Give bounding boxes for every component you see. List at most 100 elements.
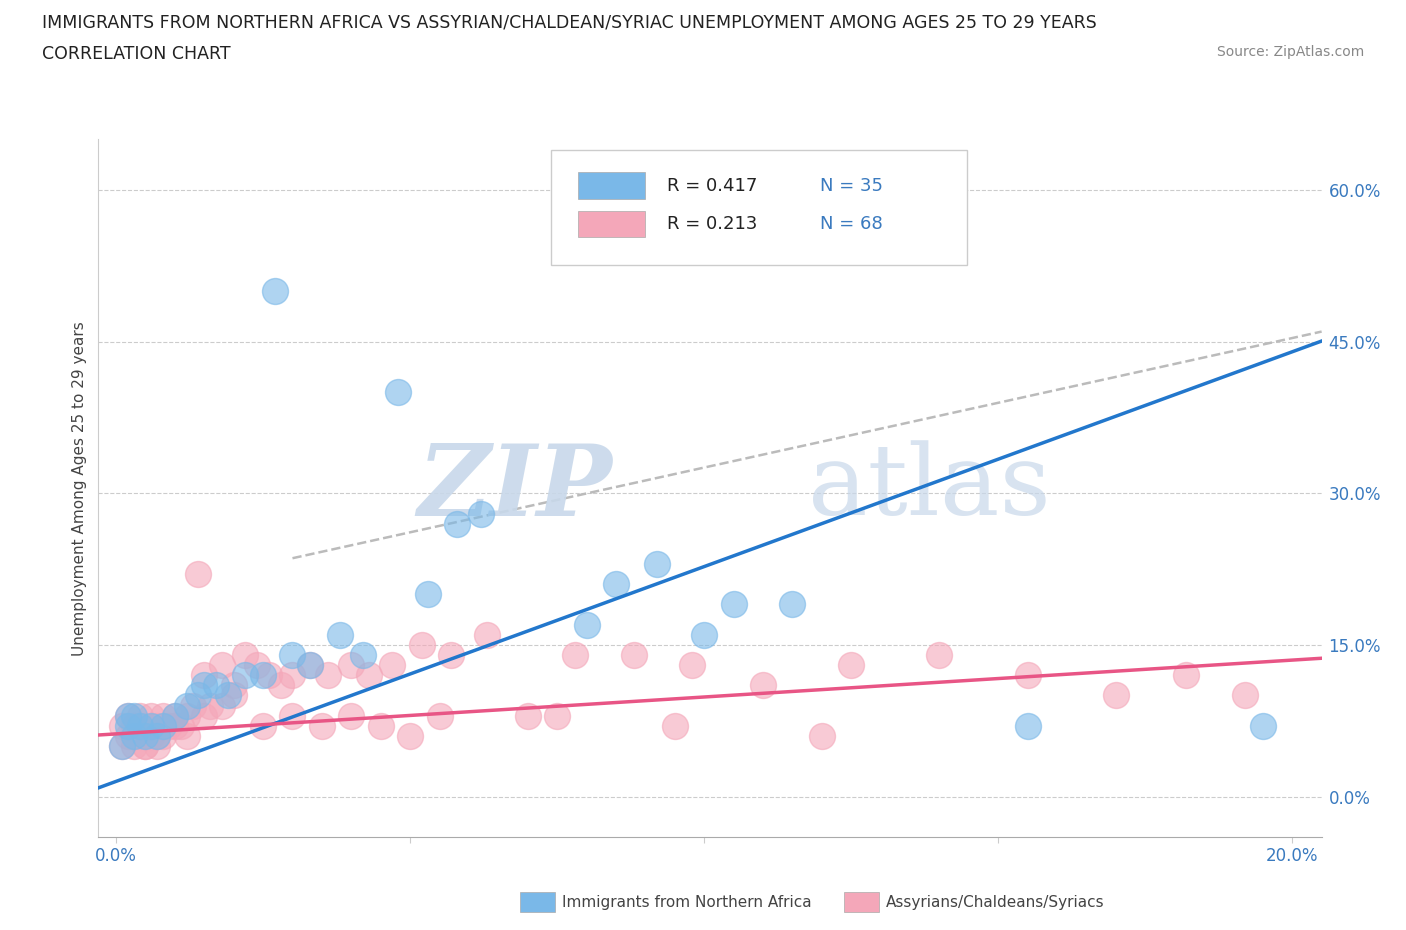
Point bbox=[470, 506, 492, 521]
Point bbox=[128, 709, 150, 724]
FancyBboxPatch shape bbox=[551, 150, 967, 265]
Point bbox=[134, 728, 156, 743]
Point bbox=[193, 668, 215, 683]
Point bbox=[246, 658, 269, 672]
Point bbox=[152, 718, 174, 733]
Point bbox=[370, 718, 392, 733]
Point bbox=[311, 718, 333, 733]
Point bbox=[752, 678, 775, 693]
Point bbox=[205, 678, 228, 693]
Point bbox=[357, 668, 380, 683]
Point bbox=[128, 718, 150, 733]
Point bbox=[193, 709, 215, 724]
Point bbox=[222, 688, 245, 703]
Y-axis label: Unemployment Among Ages 25 to 29 years: Unemployment Among Ages 25 to 29 years bbox=[72, 321, 87, 656]
Point bbox=[146, 728, 169, 743]
Point bbox=[211, 698, 233, 713]
Point bbox=[623, 647, 645, 662]
Point bbox=[1017, 668, 1039, 683]
Point bbox=[839, 658, 862, 672]
Point bbox=[1234, 688, 1257, 703]
Point bbox=[181, 698, 204, 713]
Point bbox=[681, 658, 703, 672]
Point bbox=[152, 728, 174, 743]
Point bbox=[128, 728, 150, 743]
Point bbox=[352, 647, 374, 662]
Point bbox=[446, 516, 468, 531]
Point bbox=[299, 658, 322, 672]
Point bbox=[564, 647, 586, 662]
Point bbox=[645, 557, 668, 572]
Point bbox=[222, 678, 245, 693]
Text: atlas: atlas bbox=[808, 440, 1050, 537]
Point bbox=[111, 718, 134, 733]
Point bbox=[263, 284, 285, 299]
Point bbox=[122, 738, 145, 753]
Point bbox=[516, 709, 538, 724]
Point bbox=[117, 718, 139, 733]
Point bbox=[187, 566, 209, 581]
Point bbox=[723, 597, 745, 612]
Text: Immigrants from Northern Africa: Immigrants from Northern Africa bbox=[562, 895, 813, 910]
Text: Assyrians/Chaldeans/Syriacs: Assyrians/Chaldeans/Syriacs bbox=[886, 895, 1104, 910]
Point bbox=[299, 658, 322, 672]
Point bbox=[810, 728, 832, 743]
Point bbox=[281, 668, 304, 683]
Point bbox=[281, 709, 304, 724]
Point bbox=[605, 577, 627, 591]
Point bbox=[928, 647, 950, 662]
Point bbox=[117, 728, 139, 743]
Point bbox=[117, 709, 139, 724]
Text: N = 68: N = 68 bbox=[820, 215, 883, 232]
Point bbox=[111, 738, 134, 753]
Point bbox=[117, 709, 139, 724]
Point bbox=[163, 709, 186, 724]
Point bbox=[170, 718, 193, 733]
Point bbox=[141, 709, 163, 724]
Point bbox=[163, 709, 186, 724]
Point bbox=[176, 728, 198, 743]
Point bbox=[782, 597, 804, 612]
Point bbox=[1017, 718, 1039, 733]
Point bbox=[193, 678, 215, 693]
Text: CORRELATION CHART: CORRELATION CHART bbox=[42, 45, 231, 62]
Point bbox=[429, 709, 451, 724]
Point bbox=[176, 709, 198, 724]
Text: R = 0.213: R = 0.213 bbox=[668, 215, 758, 232]
Point bbox=[111, 738, 134, 753]
Text: IMMIGRANTS FROM NORTHERN AFRICA VS ASSYRIAN/CHALDEAN/SYRIAC UNEMPLOYMENT AMONG A: IMMIGRANTS FROM NORTHERN AFRICA VS ASSYR… bbox=[42, 14, 1097, 32]
Point bbox=[546, 709, 568, 724]
Point bbox=[217, 688, 239, 703]
Point bbox=[122, 718, 145, 733]
Point bbox=[141, 718, 163, 733]
Text: ZIP: ZIP bbox=[418, 440, 612, 537]
Point bbox=[252, 718, 274, 733]
Point bbox=[146, 728, 169, 743]
Point bbox=[146, 738, 169, 753]
Point bbox=[664, 718, 686, 733]
Point bbox=[141, 728, 163, 743]
Point bbox=[235, 647, 257, 662]
Point bbox=[1251, 718, 1274, 733]
Point bbox=[340, 658, 363, 672]
Text: Source: ZipAtlas.com: Source: ZipAtlas.com bbox=[1216, 45, 1364, 59]
Point bbox=[316, 668, 339, 683]
Point bbox=[146, 718, 169, 733]
Point bbox=[270, 678, 292, 693]
FancyBboxPatch shape bbox=[578, 211, 645, 237]
Point bbox=[440, 647, 463, 662]
Point bbox=[122, 728, 145, 743]
Point bbox=[163, 718, 186, 733]
Point bbox=[211, 658, 233, 672]
Point bbox=[122, 728, 145, 743]
Text: R = 0.417: R = 0.417 bbox=[668, 177, 758, 194]
Point bbox=[134, 718, 156, 733]
Point bbox=[235, 668, 257, 683]
Point bbox=[387, 385, 409, 400]
Point bbox=[693, 628, 716, 643]
Point bbox=[475, 628, 498, 643]
Point bbox=[575, 618, 598, 632]
Point bbox=[1105, 688, 1128, 703]
Point bbox=[399, 728, 422, 743]
FancyBboxPatch shape bbox=[578, 172, 645, 199]
